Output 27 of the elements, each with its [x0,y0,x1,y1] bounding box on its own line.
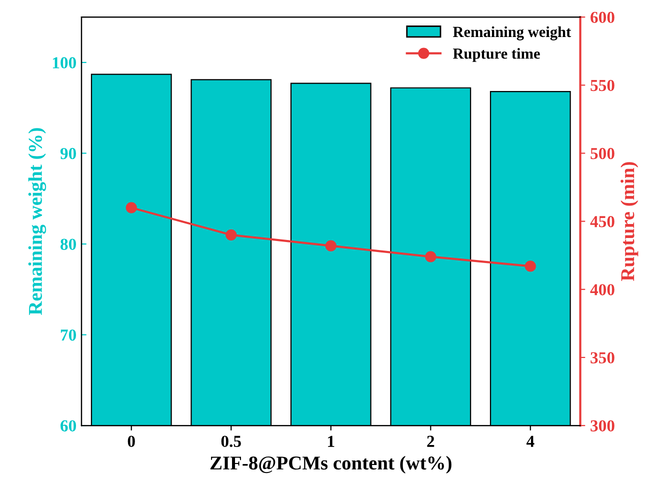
y-tick-label: 60 [60,420,76,432]
x-tick-label: 0.5 [221,436,241,448]
y-tick-label: 70 [60,329,76,341]
x-tick-label: 1 [328,436,334,447]
point [524,260,536,272]
point [226,229,237,240]
point [325,240,336,252]
y2-tick-label: 600 [590,12,614,24]
y2-tick-label: 500 [590,148,614,160]
legend-label: Rupture time [452,48,540,62]
y2-tick-label: 350 [590,352,614,364]
x-tick-label: 0 [128,436,135,447]
y2-axis-title: Rupture (min) [620,162,638,282]
x-tick-label: 2 [427,436,434,447]
x-tick-label: 4 [526,436,534,447]
y2-tick-label: 550 [590,80,614,92]
y-tick-label: 100 [52,57,76,68]
y-tick-label: 80 [60,238,76,250]
x-axis-title: ZIF-8@PCMs content (wt%) [210,456,452,474]
y2-tick-label: 300 [590,420,614,432]
legend-label: Remaining weight [452,26,572,40]
point [126,202,137,214]
y2-tick-label: 400 [590,284,614,296]
point [425,251,436,262]
y-tick-label: 90 [60,148,76,160]
y2-tick-label: 450 [590,216,614,228]
y-axis-title: Remaining weight (%) [28,128,46,315]
